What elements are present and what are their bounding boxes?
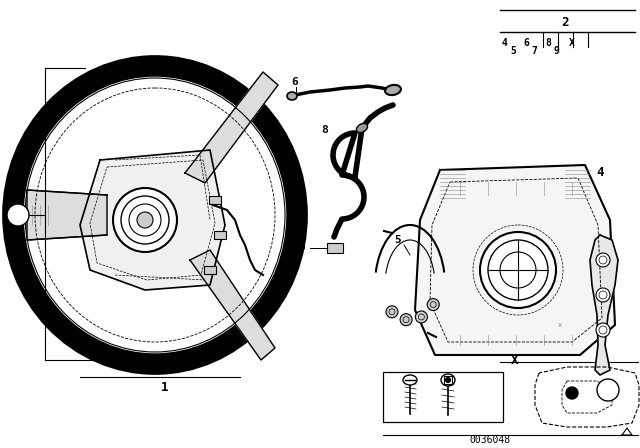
Polygon shape xyxy=(590,235,618,375)
Circle shape xyxy=(596,253,610,267)
Text: 2: 2 xyxy=(561,16,569,29)
Bar xyxy=(327,243,343,253)
Polygon shape xyxy=(185,72,278,183)
Ellipse shape xyxy=(137,212,153,228)
Circle shape xyxy=(480,232,556,308)
Text: 9: 9 xyxy=(553,46,559,56)
Text: X: X xyxy=(569,38,575,48)
Text: 8: 8 xyxy=(545,38,551,48)
Circle shape xyxy=(7,204,29,226)
Bar xyxy=(204,266,216,274)
Ellipse shape xyxy=(287,92,297,100)
Ellipse shape xyxy=(113,188,177,252)
Bar xyxy=(444,376,452,384)
Text: 4: 4 xyxy=(596,165,604,178)
Polygon shape xyxy=(190,250,275,360)
Bar xyxy=(383,372,503,422)
Text: 6: 6 xyxy=(292,77,298,87)
Bar xyxy=(209,196,221,204)
Ellipse shape xyxy=(356,123,367,133)
Circle shape xyxy=(428,298,439,310)
Ellipse shape xyxy=(23,76,287,354)
Text: 5: 5 xyxy=(510,46,516,56)
Circle shape xyxy=(400,314,412,326)
Text: 1: 1 xyxy=(161,380,169,393)
Polygon shape xyxy=(415,165,615,355)
Circle shape xyxy=(596,323,610,337)
Text: 8: 8 xyxy=(322,125,328,135)
Text: 5: 5 xyxy=(395,235,401,245)
Text: 4: 4 xyxy=(502,38,508,48)
Circle shape xyxy=(386,306,398,318)
Circle shape xyxy=(445,378,451,383)
Text: 7: 7 xyxy=(605,385,611,395)
Bar xyxy=(214,231,226,239)
Text: X: X xyxy=(511,353,519,366)
Circle shape xyxy=(597,379,619,401)
Circle shape xyxy=(596,288,610,302)
Text: 9: 9 xyxy=(299,243,305,253)
Circle shape xyxy=(415,311,428,323)
Text: 6: 6 xyxy=(523,38,529,48)
Text: 7: 7 xyxy=(531,46,537,56)
Text: x: x xyxy=(558,322,562,328)
Text: 3: 3 xyxy=(434,377,440,387)
Text: 0036048: 0036048 xyxy=(469,435,511,445)
Ellipse shape xyxy=(403,375,417,385)
Text: 3: 3 xyxy=(15,210,21,220)
Ellipse shape xyxy=(385,85,401,95)
Polygon shape xyxy=(27,190,107,240)
Ellipse shape xyxy=(7,60,303,370)
Text: 7: 7 xyxy=(390,377,396,387)
Polygon shape xyxy=(80,150,225,290)
Ellipse shape xyxy=(441,374,455,386)
Circle shape xyxy=(566,387,578,399)
